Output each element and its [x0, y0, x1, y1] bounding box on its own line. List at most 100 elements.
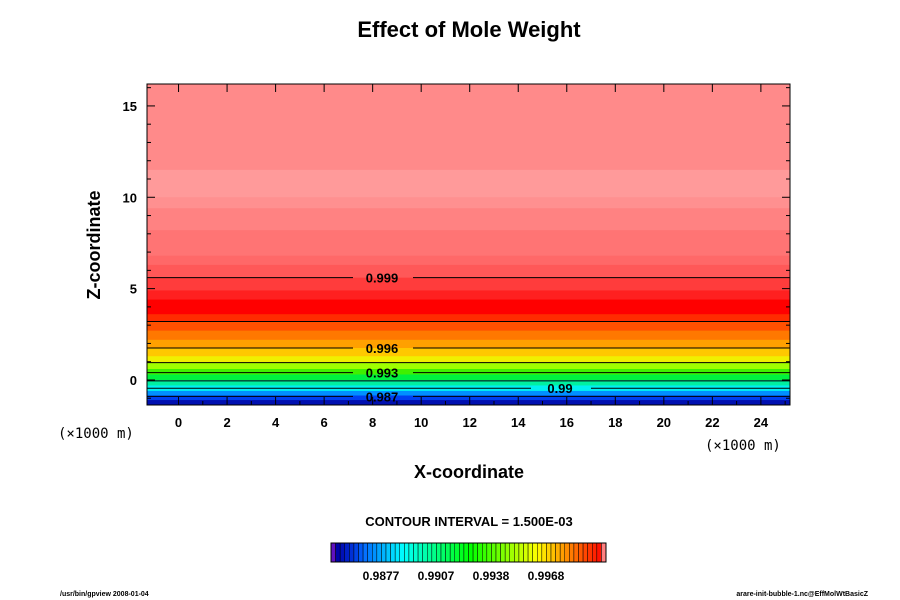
colorbar-tick-label: 0.9968 [528, 569, 565, 583]
y-tick-label: 0 [130, 373, 137, 388]
contour-band [147, 277, 790, 291]
x-tick-label: 16 [560, 415, 574, 430]
colorbar-cell [417, 542, 423, 563]
contour-label: 0.996 [366, 341, 399, 356]
colorbar-cell [372, 542, 378, 563]
colorbar-cell [573, 542, 579, 563]
colorbar-cell [532, 542, 538, 563]
contour-band [147, 314, 790, 323]
contour-label: 0.999 [366, 271, 399, 286]
colorbar-cell [477, 542, 483, 563]
x-tick-label: 6 [321, 415, 328, 430]
x-axis-label: X-coordinate [414, 462, 524, 482]
colorbar-cell [468, 542, 474, 563]
colorbar-cell [404, 542, 410, 563]
colorbar-cell [564, 542, 570, 563]
y-tick-label: 15 [123, 99, 137, 114]
colorbar-cell [472, 542, 478, 563]
x-tick-label: 8 [369, 415, 376, 430]
colorbar-cell [367, 542, 373, 563]
colorbar-cell [422, 542, 428, 563]
x-tick-label: 22 [705, 415, 719, 430]
colorbar-cell [578, 542, 584, 563]
contour-band [147, 330, 790, 341]
x-tick-label: 12 [462, 415, 476, 430]
colorbar-cell [486, 542, 492, 563]
colorbar-cell [408, 542, 414, 563]
colorbar-tick-label: 0.9907 [418, 569, 455, 583]
colorbar-cell [527, 542, 533, 563]
colorbar-cell [376, 542, 382, 563]
contour-band [147, 264, 790, 279]
plot-frame [146, 83, 791, 406]
colorbar-cell [362, 542, 368, 563]
contour-band [147, 356, 790, 364]
colorbar-cell [509, 542, 515, 563]
colorbar-cell [463, 542, 469, 563]
contour-band [147, 379, 790, 386]
colorbar-cell [381, 542, 387, 563]
x-tick-label: 2 [223, 415, 230, 430]
contour-band [147, 197, 790, 209]
x-tick-label: 0 [175, 415, 182, 430]
x-tick-label: 14 [511, 415, 526, 430]
colorbar-cell [555, 542, 561, 563]
footer-left: /usr/bin/gpview 2008-01-04 [60, 591, 149, 598]
colorbar-cell [339, 542, 345, 563]
y-tick-label: 5 [130, 282, 137, 297]
colorbar-cell [491, 542, 497, 563]
colorbar-tick-label: 0.9877 [363, 569, 400, 583]
colorbar-cell [537, 542, 543, 563]
colorbar-cell [518, 542, 524, 563]
colorbar-cell [592, 542, 598, 563]
colorbar-cell [427, 542, 433, 563]
contour-band [147, 169, 790, 198]
colorbar-cell [399, 542, 405, 563]
x-tick-label: 18 [608, 415, 622, 430]
colorbar-cell [385, 542, 391, 563]
contour-band [147, 374, 790, 381]
colorbar-cell [504, 542, 510, 563]
x-tick-label: 4 [272, 415, 280, 430]
contour-band [147, 400, 790, 406]
y-tick-label: 10 [123, 190, 137, 205]
contour-band [147, 299, 790, 315]
colorbar-cell [559, 542, 566, 563]
colorbar-cell [541, 542, 547, 563]
contour-band [147, 339, 790, 349]
contour-label: 0.987 [366, 389, 399, 404]
contour-band [147, 321, 790, 332]
colorbar-cell [436, 542, 442, 563]
contour-label: 0.99 [547, 381, 572, 396]
x-tick-label: 20 [657, 415, 671, 430]
contour-label: 0.993 [366, 366, 399, 381]
contour-band [147, 390, 790, 396]
colorbar-cell [582, 542, 588, 563]
x-tick-label: 10 [414, 415, 428, 430]
colorbar-cell [459, 542, 465, 563]
colorbar-cell [596, 542, 602, 563]
contour-band [147, 255, 790, 266]
colorbar-cell [431, 542, 437, 563]
chart-title: Effect of Mole Weight [357, 17, 581, 42]
y-units-right: (×1000 m) [705, 438, 781, 454]
colorbar-cell [390, 542, 396, 563]
colorbar-frame [330, 542, 607, 563]
footer-right: arare-init-bubble-1.nc@EffMolWtBasicZ [736, 591, 868, 598]
contour-band [147, 347, 790, 357]
y-axis-label: Z-coordinate [84, 190, 104, 299]
colorbar-cell [569, 542, 575, 563]
colorbar-cell [454, 542, 460, 563]
colorbar-cell [601, 542, 607, 563]
colorbar-cell [500, 542, 506, 563]
contour-band [147, 395, 790, 401]
colorbar-cell [550, 542, 556, 563]
colorbar-cell [344, 542, 350, 563]
colorbar-cell [514, 542, 520, 563]
colorbar-cell [413, 542, 419, 563]
x-tick-label: 24 [754, 415, 769, 430]
colorbar-cell [335, 542, 341, 563]
colorbar-cell [358, 542, 364, 563]
colorbar-cell [482, 542, 488, 563]
colorbar-cell [330, 542, 336, 563]
